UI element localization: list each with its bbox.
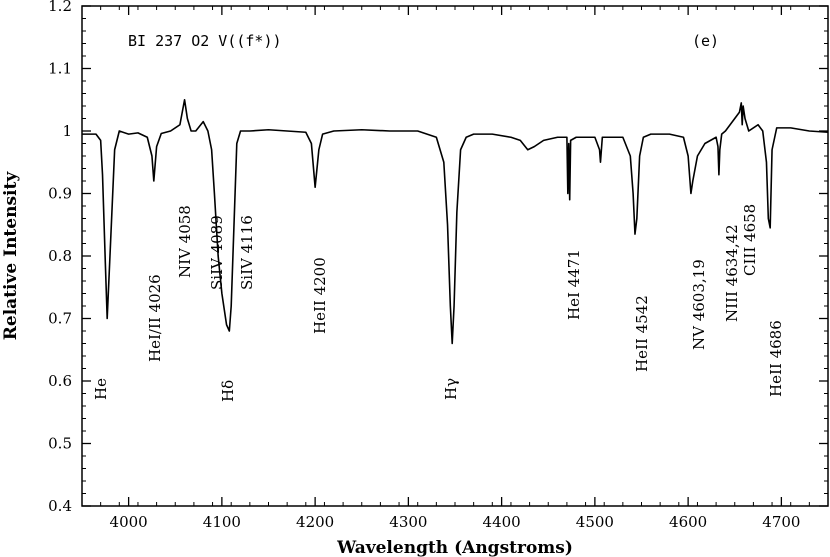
x-tick-label: 4600 [669, 513, 707, 531]
line-label: SiIV 4116 [238, 215, 256, 290]
line-label: HeI/II 4026 [146, 274, 164, 362]
x-tick-label: 4200 [296, 513, 334, 531]
panel-label: (e) [692, 32, 719, 50]
line-label: NV 4603,19 [690, 259, 708, 350]
y-tick-label: 0.8 [48, 247, 72, 265]
line-label: Hγ [442, 378, 460, 400]
line-label: CIII 4658 [741, 204, 759, 276]
x-axis-ticks: 4000 4100 4200 4300 4400 4500 4600 4700 [81, 6, 829, 531]
line-label: SiIV 4089 [208, 215, 226, 290]
y-tick-label: 0.9 [48, 185, 72, 203]
line-label: NIII 4634,42 [723, 224, 741, 322]
line-label: He [92, 378, 110, 400]
x-tick-label: 4500 [576, 513, 614, 531]
x-tick-label: 4700 [762, 513, 800, 531]
line-label: HeII 4686 [767, 320, 785, 397]
line-label: HeII 4200 [311, 257, 329, 334]
spectrum-line [82, 98, 829, 345]
y-tick-label: 1.2 [48, 0, 72, 15]
line-identifications: He HeI/II 4026 NIV 4058 SiIV 4089 Hδ SiIV 411… [92, 204, 785, 402]
line-label: Hδ [219, 380, 237, 402]
line-label: HeII 4542 [633, 295, 651, 372]
y-tick-label: 0.5 [48, 435, 72, 453]
x-tick-label: 4300 [389, 513, 427, 531]
y-tick-label: 0.7 [48, 310, 72, 328]
x-tick-label: 4000 [110, 513, 148, 531]
y-axis-ticks: 0.4 0.5 0.6 0.7 0.8 0.9 1 1.1 1.2 [48, 0, 828, 515]
x-tick-label: 4100 [203, 513, 241, 531]
chart-title: BI 237 O2 V((f*)) [128, 32, 282, 50]
y-tick-label: 1.1 [48, 60, 72, 78]
y-tick-label: 0.4 [48, 497, 72, 515]
y-tick-label: 0.6 [48, 372, 72, 390]
line-label: NIV 4058 [176, 205, 194, 278]
line-label: HeI 4471 [565, 249, 583, 320]
x-axis-title: Wavelength (Angstroms) [336, 538, 573, 557]
y-tick-label: 1 [62, 122, 72, 140]
x-tick-label: 4400 [483, 513, 521, 531]
y-axis-title: Relative Intensity [1, 171, 21, 341]
